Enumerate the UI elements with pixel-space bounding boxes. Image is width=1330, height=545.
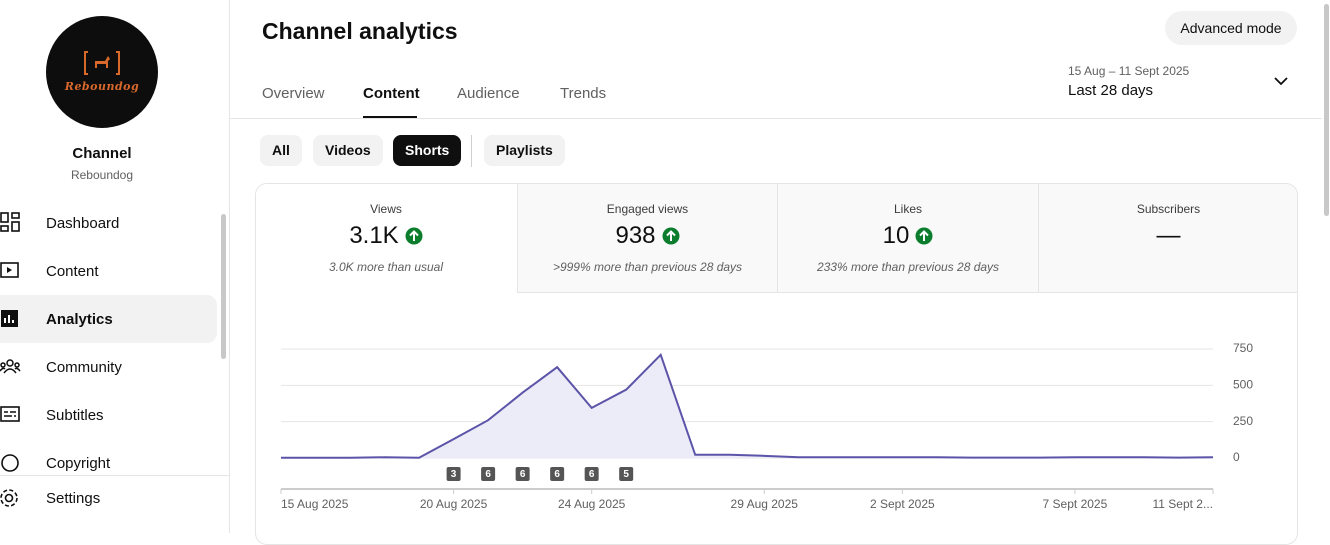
area xyxy=(281,354,1213,458)
metric-label: Views xyxy=(370,202,402,216)
page-scrollbar[interactable] xyxy=(1324,4,1329,216)
x-tick-label: 24 Aug 2025 xyxy=(558,497,626,511)
channel-label: Channel xyxy=(72,145,132,162)
nav-icon xyxy=(0,359,21,374)
tab[interactable]: Overview xyxy=(262,85,325,102)
x-tick-label: 11 Sept 2... xyxy=(1153,497,1214,511)
metric-label: Subscribers xyxy=(1136,202,1201,216)
publish-count: 6 xyxy=(589,469,595,480)
settings-link[interactable]: Settings xyxy=(0,474,217,522)
nav-icon xyxy=(0,262,19,278)
metric-tab[interactable]: Likes 10 233% more than previous 28 days xyxy=(777,184,1038,293)
metric-value: 3.1K xyxy=(349,222,399,249)
filter-chip[interactable]: Shorts xyxy=(393,135,462,166)
x-tick-label: 7 Sept 2025 xyxy=(1043,497,1108,511)
publish-marker xyxy=(619,467,634,481)
analytics-card: 0 250 500 750 15 Aug 2025 20 Aug 2025 24 Aug 2… xyxy=(255,183,1298,545)
y-tick-label: 250 xyxy=(1233,414,1253,428)
filter-chip[interactable]: Playlists xyxy=(484,135,565,166)
publish-count: 5 xyxy=(623,469,629,480)
nav-item[interactable]: Community xyxy=(0,343,217,391)
sidebar: Reboundog Channel Reboundog Dashboard Con… xyxy=(0,0,230,533)
metric-note: 3.0K more than usual xyxy=(328,260,444,274)
metric-tab[interactable]: Subscribers — xyxy=(1037,184,1298,293)
date-range: 15 Aug – 11 Sept 2025 xyxy=(1068,64,1190,78)
nav-item[interactable]: Content xyxy=(0,247,217,295)
settings-label: Settings xyxy=(46,489,101,507)
metric-value-row: — xyxy=(1039,222,1298,250)
publish-marker xyxy=(481,467,496,481)
nav-item[interactable]: Dashboard xyxy=(0,199,217,247)
publish-marker xyxy=(584,467,599,481)
y-tick-label: 0 xyxy=(1233,450,1240,464)
logo-icon xyxy=(84,51,120,75)
metric-value: 10 xyxy=(882,222,910,249)
scrollbar[interactable] xyxy=(221,214,226,359)
metric-label: Engaged views xyxy=(606,202,689,216)
metric-tab[interactable]: Engaged views 938 >999% more than previous… xyxy=(516,184,778,293)
chip-divider xyxy=(471,135,472,167)
metric-value-row: 10 xyxy=(778,222,1038,250)
chart: 0 250 500 750 15 Aug 2025 20 Aug 2025 24 Aug 2… xyxy=(280,341,1253,511)
up-icon xyxy=(915,227,933,245)
publish-marker xyxy=(446,467,461,481)
nav-label: Content xyxy=(46,262,99,280)
nav-icon xyxy=(0,406,20,422)
up-icon xyxy=(662,227,680,245)
publish-count: 6 xyxy=(554,469,560,480)
tab[interactable]: Trends xyxy=(560,85,607,102)
metric-note: 233% more than previous 28 days xyxy=(816,260,1000,274)
y-tick-label: 750 xyxy=(1233,341,1253,355)
filter-chip[interactable]: All xyxy=(260,135,302,166)
metric-note: >999% more than previous 28 days xyxy=(552,260,743,274)
dropdown-chevron[interactable] xyxy=(1273,76,1289,88)
advanced-mode-button[interactable]: Advanced mode xyxy=(1165,11,1297,45)
nav-item[interactable]: Copyright xyxy=(0,439,217,487)
y-tick-label: 500 xyxy=(1233,378,1253,392)
nav-label: Copyright xyxy=(46,454,111,472)
nav-label: Subtitles xyxy=(46,406,104,424)
nav-item[interactable]: Subtitles xyxy=(0,391,217,439)
metric-value-row: 3.1K xyxy=(256,222,516,250)
nav-item[interactable]: Analytics xyxy=(0,295,217,343)
publish-marker xyxy=(550,467,565,481)
settings-icon xyxy=(0,489,18,507)
nav-icon xyxy=(1,310,18,327)
metric-value: — xyxy=(1156,222,1181,249)
nav-icon xyxy=(1,454,19,472)
publish-count: 6 xyxy=(485,469,491,480)
tab-underline xyxy=(363,116,417,118)
metric-value: 938 xyxy=(615,222,656,249)
divider xyxy=(0,475,229,476)
metric-label: Likes xyxy=(893,202,922,216)
nav-label: Community xyxy=(46,358,122,376)
period[interactable]: Last 28 days xyxy=(1068,82,1154,99)
page-title: Channel analytics xyxy=(262,18,458,44)
logo-text: Reboundog xyxy=(64,80,140,93)
tab[interactable]: Content xyxy=(363,85,420,102)
x-tick-label: 15 Aug 2025 xyxy=(281,497,349,511)
publish-marker xyxy=(515,467,530,481)
channel-avatar[interactable]: Reboundog xyxy=(46,16,158,128)
tab[interactable]: Audience xyxy=(457,85,520,102)
header-divider xyxy=(230,118,1322,119)
nav-icon xyxy=(0,212,20,232)
x-tick-label: 29 Aug 2025 xyxy=(731,497,799,511)
filter-chip[interactable]: Videos xyxy=(313,135,383,166)
metric-tab[interactable]: Views 3.1K 3.0K more than usual xyxy=(256,184,516,293)
channel-name: Reboundog xyxy=(70,168,134,182)
publish-count: 6 xyxy=(520,469,526,480)
nav-label: Dashboard xyxy=(46,214,120,232)
publish-count: 3 xyxy=(451,469,457,480)
metric-value-row: 938 xyxy=(518,222,778,250)
up-icon xyxy=(405,227,423,245)
line xyxy=(281,352,1214,459)
nav-label: Analytics xyxy=(46,310,113,328)
x-tick-label: 20 Aug 2025 xyxy=(420,497,488,511)
x-tick-label: 2 Sept 2025 xyxy=(870,497,935,511)
